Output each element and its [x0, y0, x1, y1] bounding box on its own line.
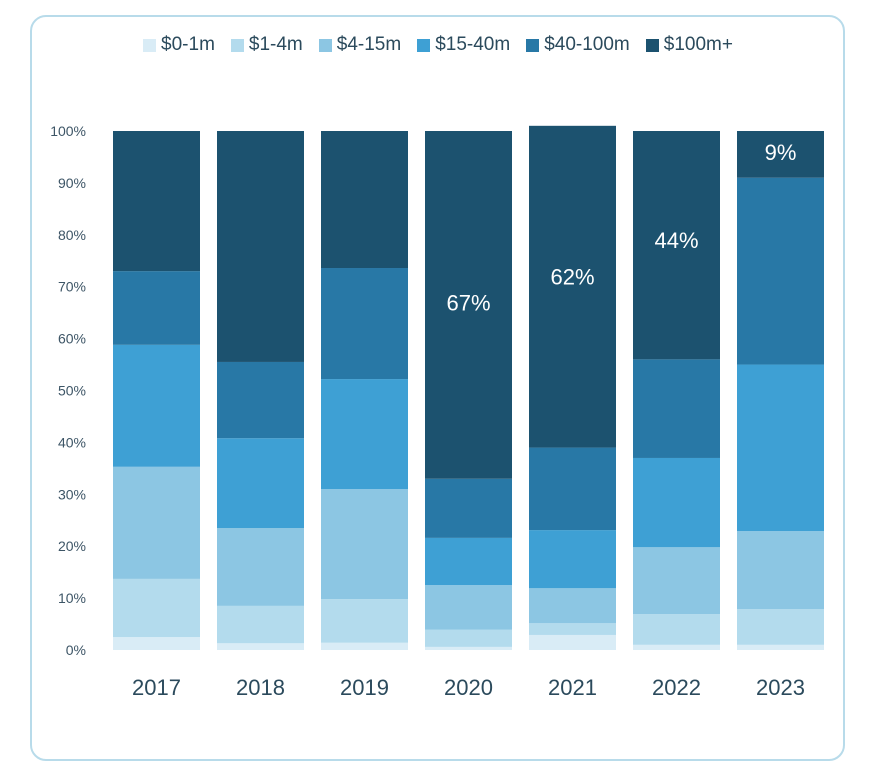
legend-swatch: [526, 38, 540, 52]
y-tick-label: 50%: [58, 383, 86, 399]
bar-segment: [633, 644, 720, 650]
x-tick-label: 2021: [548, 675, 597, 700]
bar-segment: [321, 489, 408, 600]
x-tick-label: 2020: [444, 675, 493, 700]
data-label: 67%: [446, 290, 490, 315]
legend-swatch: [143, 38, 157, 52]
bar-segment: [633, 457, 720, 548]
y-tick-label: 20%: [58, 538, 86, 554]
bar-segment: [321, 379, 408, 490]
bar-segment: [113, 578, 200, 638]
bar-segment: [633, 359, 720, 458]
bar-segment: [633, 131, 720, 360]
bar-segment: [113, 271, 200, 345]
bar-segment: [321, 642, 408, 650]
y-tick-label: 0%: [66, 642, 86, 658]
bar-segment: [425, 131, 512, 479]
legend-item: $1-4m: [230, 34, 303, 56]
bar-segment: [113, 466, 200, 579]
y-tick-label: 60%: [58, 331, 86, 347]
y-tick-label: 30%: [58, 486, 86, 502]
bar-segment: [217, 131, 304, 362]
legend-label: $4-15m: [336, 34, 402, 55]
bar-segment: [321, 131, 408, 269]
bar-segment: [529, 634, 616, 650]
x-tick-label: 2019: [340, 675, 389, 700]
data-label: 44%: [654, 228, 698, 253]
y-tick-label: 80%: [58, 227, 86, 243]
bar-segment: [113, 344, 200, 467]
bar-segment: [737, 364, 824, 532]
bar-segment: [529, 623, 616, 635]
bar-segment: [425, 646, 512, 650]
bar-segment: [113, 131, 200, 272]
bar-segment: [321, 268, 408, 380]
legend-item: $40-100m: [526, 34, 630, 56]
bar-segment: [321, 599, 408, 643]
data-label: 9%: [765, 140, 797, 165]
y-tick-label: 100%: [50, 123, 86, 139]
legend-swatch: [230, 38, 244, 52]
bar-segment: [217, 643, 304, 650]
legend-label: $100m+: [663, 34, 733, 55]
bar-segment: [633, 547, 720, 615]
y-tick-label: 70%: [58, 279, 86, 295]
legend-label: $15-40m: [435, 34, 511, 55]
legend-item: $0-1m: [143, 34, 215, 56]
bar-segment: [529, 447, 616, 531]
bar-segment: [737, 531, 824, 609]
y-tick-label: 40%: [58, 434, 86, 450]
legend: $0-1m $1-4m $4-15m $15-40m $40-100m $100…: [0, 34, 876, 56]
bar-segment: [737, 644, 824, 650]
legend-label: $1-4m: [248, 34, 303, 55]
bar-segment: [113, 637, 200, 650]
x-tick-label: 2023: [756, 675, 805, 700]
legend-item: $4-15m: [318, 34, 402, 56]
x-tick-label: 2017: [132, 675, 181, 700]
legend-label: $40-100m: [544, 34, 630, 55]
bar-segment: [529, 588, 616, 624]
bar-segment: [217, 605, 304, 644]
bar-segment: [425, 478, 512, 538]
legend-swatch: [645, 38, 659, 52]
bar-segment: [737, 608, 824, 645]
y-tick-label: 90%: [58, 175, 86, 191]
bar-segment: [425, 537, 512, 586]
bar-segment: [633, 614, 720, 645]
data-label: 62%: [550, 264, 594, 289]
legend-item: $15-40m: [417, 34, 510, 56]
legend-swatch: [318, 38, 332, 52]
bar-segment: [217, 528, 304, 606]
y-tick-label: 10%: [58, 590, 86, 606]
legend-item: $100m+: [645, 34, 733, 56]
bar-segment: [217, 361, 304, 439]
legend-swatch: [417, 38, 431, 52]
bar-segment: [217, 438, 304, 529]
bar-segment: [529, 125, 616, 448]
bar-segment: [425, 629, 512, 647]
bar-segment: [425, 585, 512, 630]
x-tick-label: 2022: [652, 675, 701, 700]
legend-label: $0-1m: [161, 34, 215, 55]
bar-segment: [529, 530, 616, 589]
x-tick-label: 2018: [236, 675, 285, 700]
bar-segment: [737, 131, 824, 178]
bar-segment: [737, 177, 824, 365]
